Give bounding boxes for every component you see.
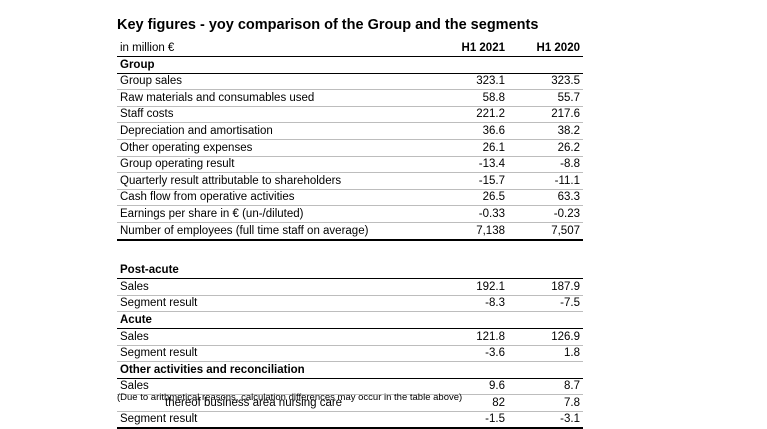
value-h1-2021: 121.8 [445,328,508,346]
value-h1-2021: 9.6 [445,378,508,396]
value-h1-2021: 221.2 [445,106,508,124]
row-label: Segment result [117,345,445,363]
column-header-h1-2020: H1 2020 [508,40,583,57]
section-heading-other: Other activities and reconciliation [117,361,583,379]
value-h1-2020: 7,507 [508,222,583,241]
value-h1-2021: 7,138 [445,222,508,241]
row-label: Other operating expenses [117,139,445,157]
table-row: Cash flow from operative activities 26.5… [117,189,583,207]
table-row: Sales 121.8 126.9 [117,328,583,346]
value-h1-2020: -11.1 [508,172,583,190]
row-label: Group sales [117,73,445,91]
table-row: Segment result -1.5 -3.1 [117,411,583,429]
value-h1-2020: -3.1 [508,411,583,429]
table-row: Depreciation and amortisation 36.6 38.2 [117,122,583,140]
key-figures-table: in million € H1 2021 H1 2020 Group Group… [117,40,583,429]
table-row: thereof business area nursing care 82 7.… [117,394,583,412]
value-h1-2020: -0.23 [508,205,583,223]
value-h1-2021: -8.3 [445,295,508,313]
footnote: (Due to arithmetical reasons, calculatio… [117,392,463,403]
value-h1-2020: 8.7 [508,378,583,396]
table-row: Raw materials and consumables used 58.8 … [117,89,583,107]
row-label: Segment result [117,411,445,429]
value-h1-2020: 26.2 [508,139,583,157]
value-h1-2020: 217.6 [508,106,583,124]
row-label: Cash flow from operative activities [117,189,445,207]
row-label: Group operating result [117,156,445,174]
document-title: Key figures - yoy comparison of the Grou… [117,17,539,33]
table-row: Earnings per share in € (un-/diluted) -0… [117,205,583,223]
unit-label: in million € [117,40,445,57]
value-h1-2020: 38.2 [508,122,583,140]
value-h1-2020: 323.5 [508,73,583,91]
value-h1-2020: 1.8 [508,345,583,363]
section-heading-acute: Acute [117,311,583,329]
table-row: Quarterly result attributable to shareho… [117,172,583,190]
value-h1-2021: -1.5 [445,411,508,429]
table-header-row: in million € H1 2021 H1 2020 [117,40,583,57]
table-row: Group operating result -13.4 -8.8 [117,156,583,174]
value-h1-2021: -15.7 [445,172,508,190]
column-header-h1-2021: H1 2021 [445,40,508,57]
table-row: Sales 192.1 187.9 [117,278,583,296]
value-h1-2021: -0.33 [445,205,508,223]
section-spacer [117,240,583,263]
section-title: Group [117,56,583,74]
value-h1-2020: 187.9 [508,278,583,296]
value-h1-2020: 55.7 [508,89,583,107]
row-label: Staff costs [117,106,445,124]
row-label: Sales [117,278,445,296]
row-label: Segment result [117,295,445,313]
value-h1-2021: -3.6 [445,345,508,363]
row-label: Raw materials and consumables used [117,89,445,107]
table-row: Segment result -3.6 1.8 [117,345,583,363]
value-h1-2020: 126.9 [508,328,583,346]
row-label: Number of employees (full time staff on … [117,222,445,241]
value-h1-2021: 26.1 [445,139,508,157]
value-h1-2021: 58.8 [445,89,508,107]
value-h1-2020: -7.5 [508,295,583,313]
row-label: Earnings per share in € (un-/diluted) [117,205,445,223]
row-label: Quarterly result attributable to shareho… [117,172,445,190]
row-label: thereof business area nursing care [117,394,445,412]
value-h1-2020: 63.3 [508,189,583,207]
section-title: Other activities and reconciliation [117,361,583,379]
value-h1-2020: 7.8 [508,394,583,412]
section-heading-group: Group [117,56,583,74]
table-row: Segment result -8.3 -7.5 [117,295,583,313]
table-row: Other operating expenses 26.1 26.2 [117,139,583,157]
value-h1-2021: 323.1 [445,73,508,91]
value-h1-2021: -13.4 [445,156,508,174]
value-h1-2021: 36.6 [445,122,508,140]
value-h1-2020: -8.8 [508,156,583,174]
row-label: Sales [117,328,445,346]
row-label: Depreciation and amortisation [117,122,445,140]
table-row: Number of employees (full time staff on … [117,222,583,241]
section-title: Post-acute [117,262,583,280]
table-row: Staff costs 221.2 217.6 [117,106,583,124]
value-h1-2021: 192.1 [445,278,508,296]
section-title: Acute [117,311,583,329]
value-h1-2021: 82 [445,394,508,412]
value-h1-2021: 26.5 [445,189,508,207]
row-label: Sales [117,378,445,396]
section-heading-post-acute: Post-acute [117,262,583,280]
table-row: Group sales 323.1 323.5 [117,73,583,91]
table-row: Sales 9.6 8.7 [117,378,583,396]
